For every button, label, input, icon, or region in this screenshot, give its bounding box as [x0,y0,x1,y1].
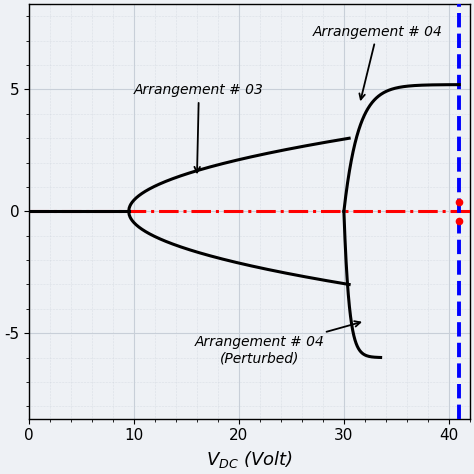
Text: Arrangement # 03: Arrangement # 03 [134,83,264,173]
Text: Arrangement # 04
(Perturbed): Arrangement # 04 (Perturbed) [195,321,360,365]
X-axis label: $V_{DC}$ (Volt): $V_{DC}$ (Volt) [206,449,293,470]
Text: Arrangement # 04: Arrangement # 04 [312,25,442,100]
